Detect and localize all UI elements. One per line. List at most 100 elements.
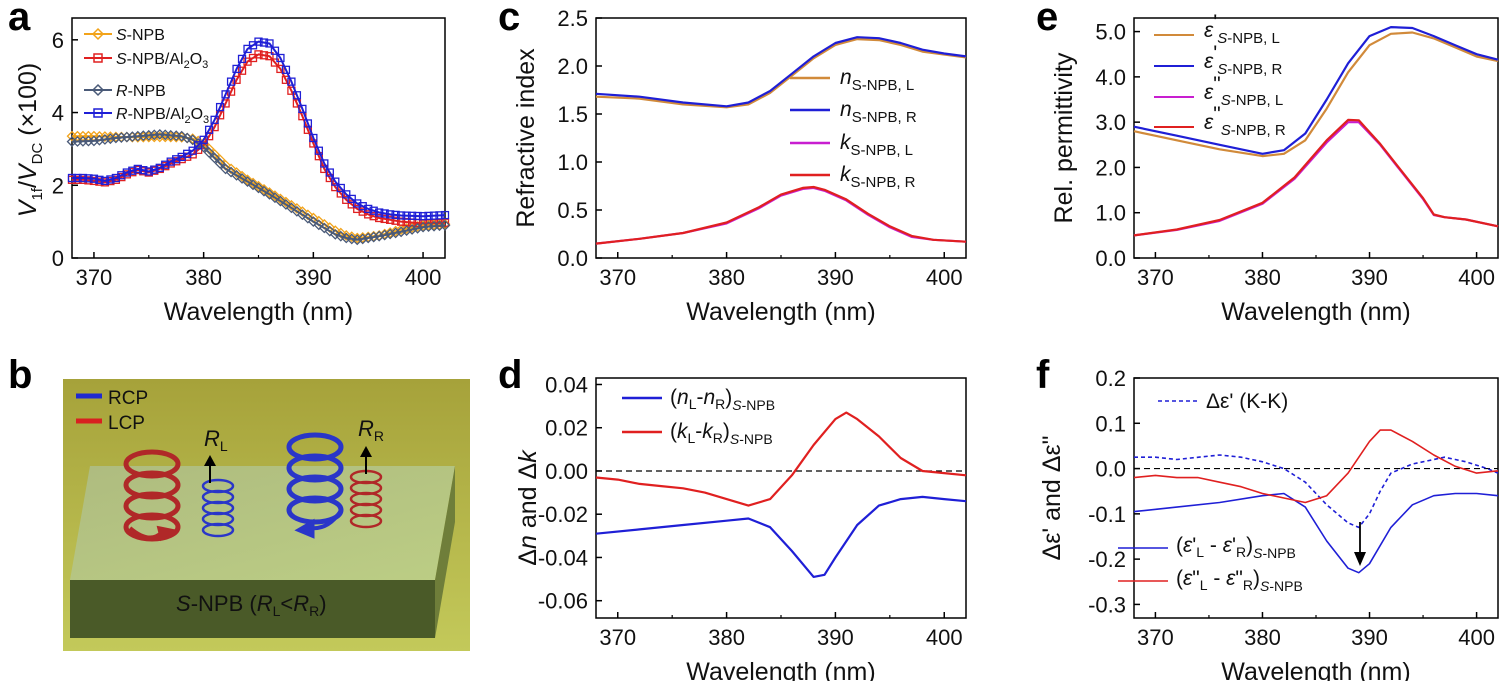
big-red-helix (123, 449, 181, 542)
y-tick-label: 0.04 (545, 372, 588, 397)
panel-label-c: c (498, 0, 520, 39)
x-tick-label: 400 (1458, 265, 1495, 290)
data-marker (242, 176, 253, 188)
data-marker (132, 130, 144, 142)
chart-f-arrow (1354, 522, 1366, 566)
y-tick-label: 2.5 (557, 6, 588, 31)
y-tick-label: 3.0 (1095, 110, 1126, 135)
data-marker (342, 195, 351, 204)
data-marker (396, 217, 406, 226)
data-marker (291, 203, 303, 214)
data-marker (353, 204, 362, 214)
data-marker (181, 132, 193, 144)
y-tick-label: -0.3 (1088, 592, 1126, 617)
data-marker (122, 168, 132, 177)
series-0 (1133, 31, 1499, 158)
data-marker (242, 174, 253, 186)
data-marker (379, 229, 391, 241)
data-marker (396, 211, 406, 220)
x-tick-label: 370 (599, 625, 636, 650)
data-marker (353, 199, 362, 208)
data-marker (67, 173, 77, 183)
legend-label: S-NPB/Al2O3 (116, 51, 208, 71)
x-tick-label: 400 (405, 265, 442, 290)
data-marker (380, 209, 389, 218)
legend-label: nS-NPB, L (840, 66, 914, 94)
data-marker (265, 39, 274, 48)
data-marker (351, 234, 363, 246)
x-tick-label: 400 (926, 625, 963, 650)
data-marker (139, 166, 148, 175)
series-0 (595, 495, 967, 578)
data-marker (231, 169, 242, 181)
series-0 (1134, 454, 1499, 529)
data-marker (391, 210, 400, 220)
data-marker (247, 179, 259, 191)
series-3 (67, 37, 450, 221)
data-marker (292, 91, 302, 100)
y-tick-label: 0.00 (545, 459, 588, 484)
data-marker (254, 50, 263, 59)
series-1 (595, 411, 967, 507)
panel-label-d: d (498, 353, 522, 397)
series-1 (1133, 26, 1499, 155)
y-tick-label: -0.2 (1088, 547, 1126, 572)
x-tick-label: 380 (708, 625, 745, 650)
data-marker (413, 211, 422, 221)
data-marker (324, 225, 336, 237)
data-marker (150, 165, 159, 174)
arrow-rr: RR (358, 416, 384, 474)
data-marker (280, 199, 292, 210)
data-marker (166, 157, 175, 166)
y-tick-label: -0.04 (538, 545, 588, 570)
data-marker (78, 173, 88, 183)
y-tick-label: 0.0 (557, 246, 588, 271)
data-marker (111, 173, 121, 183)
data-marker (148, 129, 160, 141)
data-marker (220, 163, 232, 175)
y-tick-label: 0 (52, 246, 64, 271)
legend-rcp: RCP (76, 388, 148, 409)
x-axis-label: Wavelength (nm) (686, 658, 875, 681)
series-1 (1133, 492, 1499, 574)
data-marker (307, 216, 319, 228)
chart-c-legend: nS-NPB, L nS-NPB, R kS-NPB, L kS-NPB, R (790, 66, 917, 191)
legend-item-eps1-l: ε'S-NPB, L (1154, 11, 1280, 47)
y-tick-label: 0.2 (1095, 366, 1126, 391)
data-marker (204, 125, 214, 134)
data-marker (265, 52, 274, 61)
data-marker (285, 202, 297, 214)
slab-side (435, 466, 455, 638)
data-marker (375, 213, 384, 223)
data-marker (325, 168, 334, 177)
legend-marker (91, 27, 105, 41)
series-2 (1133, 429, 1499, 504)
data-marker (309, 133, 318, 143)
chart-a-legend: S-NPB S-NPB/Al2O3 R-NPB R-NPB/Al2O3 (84, 27, 209, 126)
legend-item-s-npb-al2o3: S-NPB/Al2O3 (84, 51, 208, 71)
data-marker (106, 175, 115, 184)
data-marker (434, 220, 445, 232)
data-marker (110, 132, 122, 144)
data-marker (385, 210, 395, 219)
data-marker (275, 193, 286, 205)
data-marker (336, 183, 345, 193)
legend-item-kk: Δε' (K-K) (1158, 390, 1288, 413)
legend-item-eps2-r: ε"S-NPB, R (1154, 103, 1286, 139)
data-marker (358, 207, 367, 216)
legend-item-n-r: nS-NPB, R (790, 98, 917, 126)
data-marker (298, 104, 307, 114)
legend-item-s-npb: S-NPB (84, 27, 165, 44)
chart-d-ylabel: Δn and Δk (514, 449, 542, 566)
data-marker (369, 206, 378, 215)
data-marker (285, 199, 297, 211)
data-marker (320, 159, 329, 168)
x-tick-label: 370 (76, 265, 113, 290)
data-marker (232, 75, 241, 84)
series-1 (67, 50, 450, 228)
x-tick-label: 400 (1458, 625, 1495, 650)
data-marker (187, 133, 199, 145)
plot-frame (595, 17, 967, 259)
data-marker (133, 164, 142, 174)
data-marker (231, 167, 242, 178)
